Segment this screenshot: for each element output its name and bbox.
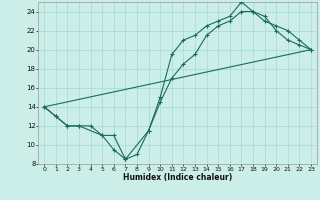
X-axis label: Humidex (Indice chaleur): Humidex (Indice chaleur) bbox=[123, 173, 232, 182]
